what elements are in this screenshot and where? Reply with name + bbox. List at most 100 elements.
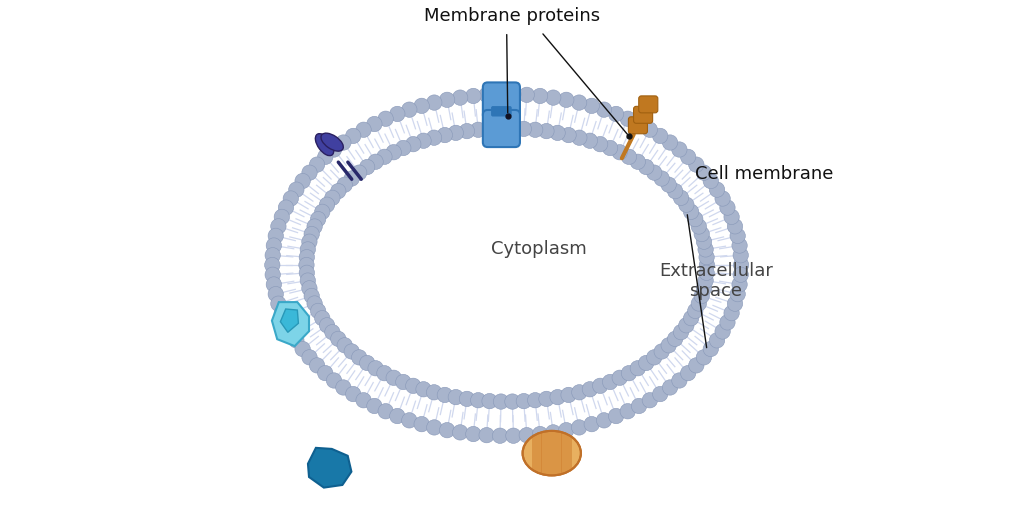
- Circle shape: [367, 116, 382, 131]
- Circle shape: [583, 382, 598, 397]
- Circle shape: [672, 373, 687, 388]
- Circle shape: [406, 137, 421, 152]
- Circle shape: [265, 248, 281, 263]
- Circle shape: [482, 393, 498, 409]
- Circle shape: [351, 165, 367, 180]
- Circle shape: [279, 200, 294, 215]
- Circle shape: [307, 219, 323, 234]
- Circle shape: [302, 234, 317, 250]
- Circle shape: [266, 238, 282, 253]
- Circle shape: [539, 123, 554, 139]
- Circle shape: [505, 394, 520, 409]
- Circle shape: [696, 165, 712, 180]
- Circle shape: [377, 366, 392, 381]
- Circle shape: [519, 428, 535, 443]
- Circle shape: [584, 98, 599, 113]
- Circle shape: [426, 385, 441, 400]
- Circle shape: [493, 428, 508, 444]
- Circle shape: [532, 89, 548, 104]
- Circle shape: [532, 426, 548, 441]
- Circle shape: [377, 149, 392, 164]
- FancyBboxPatch shape: [483, 82, 520, 119]
- Circle shape: [663, 135, 678, 150]
- Circle shape: [550, 390, 565, 405]
- Circle shape: [732, 238, 748, 253]
- Circle shape: [724, 305, 739, 321]
- Circle shape: [699, 258, 715, 272]
- Circle shape: [302, 165, 317, 180]
- Circle shape: [710, 182, 725, 197]
- Circle shape: [437, 127, 453, 143]
- Ellipse shape: [522, 431, 581, 475]
- Circle shape: [368, 360, 383, 376]
- Circle shape: [310, 303, 326, 319]
- Circle shape: [295, 341, 310, 357]
- Ellipse shape: [315, 134, 334, 156]
- Circle shape: [309, 358, 325, 373]
- Circle shape: [516, 121, 531, 137]
- Circle shape: [691, 219, 707, 234]
- Circle shape: [571, 95, 587, 110]
- Circle shape: [386, 370, 401, 385]
- Circle shape: [561, 387, 577, 403]
- Circle shape: [687, 211, 702, 227]
- Circle shape: [687, 303, 702, 319]
- Circle shape: [694, 226, 710, 242]
- Circle shape: [630, 360, 645, 376]
- Circle shape: [304, 288, 319, 304]
- Circle shape: [505, 121, 520, 136]
- Circle shape: [416, 382, 431, 397]
- Circle shape: [612, 370, 628, 385]
- Circle shape: [639, 355, 654, 370]
- Circle shape: [309, 157, 325, 172]
- Circle shape: [274, 305, 290, 321]
- Circle shape: [414, 417, 429, 432]
- Circle shape: [439, 92, 455, 108]
- Circle shape: [688, 358, 705, 373]
- Circle shape: [694, 288, 710, 304]
- Circle shape: [279, 315, 294, 330]
- Circle shape: [466, 89, 481, 104]
- Circle shape: [593, 137, 608, 152]
- FancyBboxPatch shape: [629, 117, 647, 134]
- Circle shape: [715, 191, 730, 206]
- Circle shape: [506, 86, 521, 102]
- Circle shape: [654, 344, 670, 359]
- Circle shape: [453, 425, 468, 440]
- Circle shape: [479, 87, 495, 102]
- Circle shape: [401, 102, 417, 117]
- Circle shape: [356, 393, 372, 408]
- Polygon shape: [272, 302, 309, 346]
- Circle shape: [466, 426, 481, 441]
- Circle shape: [602, 140, 617, 156]
- Circle shape: [470, 122, 486, 137]
- Circle shape: [356, 122, 372, 137]
- Circle shape: [639, 160, 654, 175]
- Circle shape: [696, 350, 712, 365]
- Circle shape: [283, 324, 298, 339]
- FancyBboxPatch shape: [492, 107, 511, 116]
- Circle shape: [314, 311, 330, 326]
- Circle shape: [359, 355, 375, 370]
- Circle shape: [559, 422, 574, 438]
- Circle shape: [299, 250, 314, 265]
- Circle shape: [265, 267, 281, 282]
- Circle shape: [378, 111, 393, 127]
- Circle shape: [426, 130, 441, 145]
- Circle shape: [730, 228, 745, 244]
- Polygon shape: [531, 432, 543, 474]
- Circle shape: [646, 350, 662, 365]
- Circle shape: [337, 177, 352, 192]
- Circle shape: [449, 125, 464, 140]
- Circle shape: [317, 365, 333, 381]
- Circle shape: [703, 173, 719, 189]
- Circle shape: [546, 90, 561, 105]
- Circle shape: [378, 403, 393, 419]
- Circle shape: [660, 177, 677, 192]
- Circle shape: [359, 160, 375, 175]
- Circle shape: [337, 338, 352, 353]
- Circle shape: [539, 391, 554, 407]
- Circle shape: [268, 228, 284, 244]
- Circle shape: [724, 209, 739, 225]
- Circle shape: [427, 420, 442, 435]
